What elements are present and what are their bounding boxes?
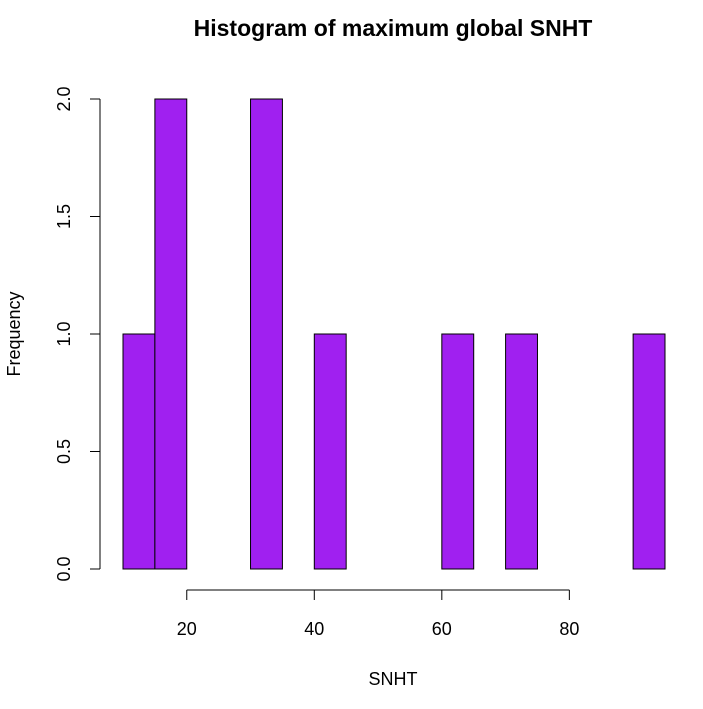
y-axis: 0.0 0.5 1.0 1.5 2.0 bbox=[54, 86, 101, 582]
y-tick-label: 0.5 bbox=[54, 439, 74, 464]
y-axis-label: Frequency bbox=[4, 291, 24, 376]
histogram-bar bbox=[505, 333, 538, 570]
chart-title: Histogram of maximum global SNHT bbox=[194, 15, 593, 41]
histogram-bar bbox=[154, 98, 188, 570]
y-tick-label: 1.0 bbox=[54, 321, 74, 346]
x-axis: 20 40 60 80 bbox=[177, 589, 579, 639]
histogram-bar bbox=[250, 98, 283, 570]
histogram-bar bbox=[632, 333, 666, 570]
y-tick-label: 2.0 bbox=[54, 86, 74, 111]
x-tick-label: 60 bbox=[432, 619, 452, 639]
histogram-bar bbox=[122, 333, 156, 570]
y-tick-label: 0.0 bbox=[54, 556, 74, 581]
bars-group bbox=[122, 98, 666, 570]
y-tick-label: 1.5 bbox=[54, 204, 74, 229]
histogram-bar bbox=[441, 333, 475, 570]
x-tick-label: 80 bbox=[559, 619, 579, 639]
x-axis-label: SNHT bbox=[369, 669, 418, 689]
histogram-bar bbox=[313, 333, 347, 570]
x-tick-label: 40 bbox=[304, 619, 324, 639]
x-tick-label: 20 bbox=[177, 619, 197, 639]
